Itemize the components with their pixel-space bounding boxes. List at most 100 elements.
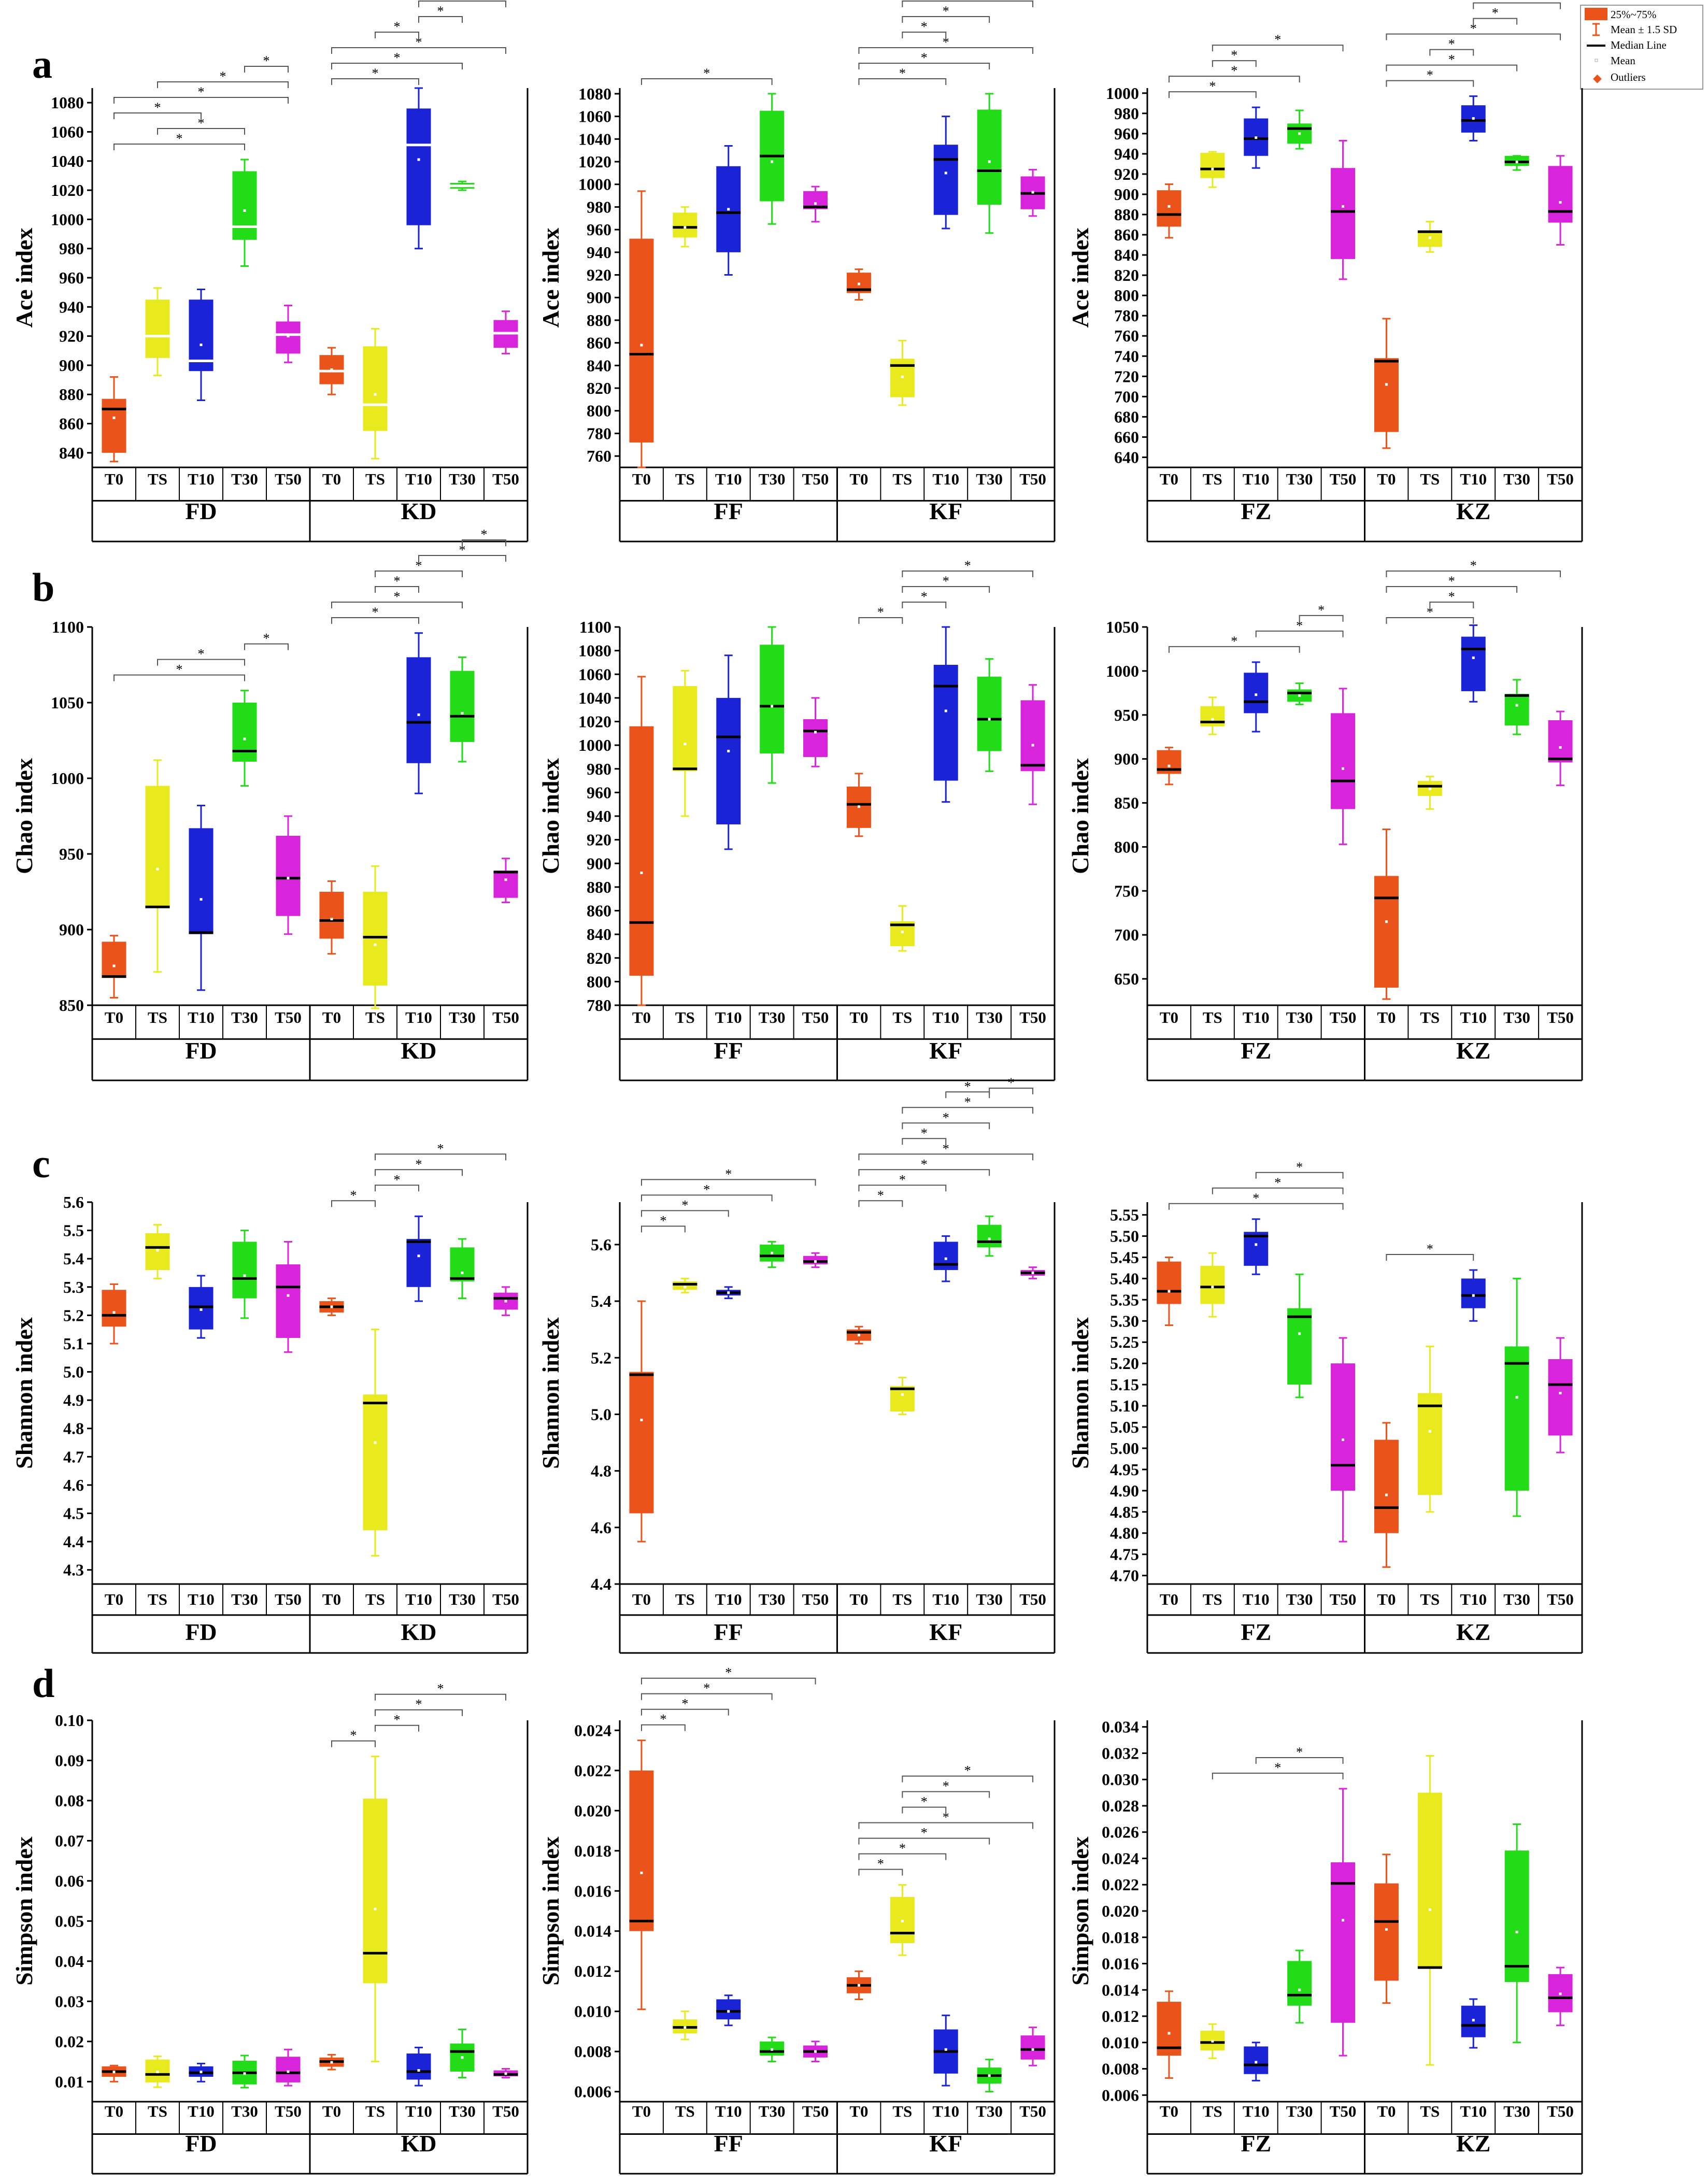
legend-box-label: 25%~75% (1611, 8, 1656, 21)
y-tick-label: 720 (1114, 367, 1139, 386)
box-FZ-T50 (1331, 140, 1356, 280)
significance-star: * (899, 1841, 906, 1856)
group-label: KD (401, 2130, 437, 2157)
box-FF-T30 (760, 2036, 785, 2063)
significance-star: * (416, 1157, 422, 1172)
significance-star: * (416, 558, 422, 573)
mean-marker (771, 2048, 774, 2051)
significance-star: * (1252, 1191, 1259, 1206)
y-tick-label: 5.05 (1110, 1418, 1139, 1436)
mean-marker (1211, 167, 1214, 170)
y-tick-label: 880 (587, 311, 611, 330)
box-KD-T30 (450, 656, 475, 763)
y-tick-label: 0.010 (574, 2002, 611, 2021)
box-iqr (1287, 1961, 1312, 2006)
significance-star: * (660, 1213, 666, 1228)
box-iqr (232, 171, 257, 240)
mean-marker (988, 160, 991, 163)
y-tick-label: 1020 (51, 181, 84, 199)
category-label: T30 (231, 2102, 258, 2120)
y-tick-label: 980 (1114, 104, 1139, 123)
category-label: TS (148, 1008, 167, 1026)
bracket-line (858, 1153, 1034, 1161)
box-iqr (1504, 1850, 1529, 1983)
significance-bracket: * (902, 1125, 947, 1145)
mean-marker (901, 1919, 904, 1922)
category-label: T0 (849, 2102, 868, 2120)
bracket-line (331, 47, 506, 54)
category-label: T0 (1160, 1590, 1178, 1608)
bracket-line (113, 96, 289, 104)
y-tick-label: 0.014 (574, 1922, 611, 1941)
bracket-line (1386, 586, 1518, 593)
chart-panel-b-1: 780 800 820 840 860 880 900 920 940 960 980 1000 102… (537, 558, 1056, 1081)
bracket-line (375, 1185, 419, 1192)
box-iqr (933, 665, 958, 781)
significance-star: * (1274, 1175, 1281, 1190)
significance-bracket: * (1168, 63, 1300, 83)
significance-star: * (350, 1728, 357, 1743)
y-tick-label: 5.50 (1110, 1227, 1139, 1246)
chart-panel-d-1: 0.006 0.008 0.010 0.012 0.014 0.016 0.018 0.020… (537, 1665, 1056, 2175)
box-KF-T0 (846, 1970, 871, 2000)
y-tick-label: 5.6 (591, 1235, 611, 1254)
significance-star: * (1209, 79, 1216, 94)
bracket-line (1168, 646, 1300, 653)
mean-marker (200, 2071, 203, 2074)
y-tick-label: 4.8 (63, 1419, 84, 1438)
box-FF-TS (673, 2010, 698, 2041)
mean-marker (1559, 746, 1562, 749)
y-tick-label: 4.85 (1110, 1503, 1139, 1521)
box-KZ-T0 (1374, 828, 1399, 1000)
mean-marker (1168, 2032, 1171, 2035)
bracket-line (157, 127, 245, 135)
box-iqr (716, 1999, 741, 2020)
y-tick-label: 780 (587, 424, 611, 443)
significance-star: * (921, 19, 928, 34)
box-FD-T10 (189, 805, 214, 991)
group-label: FD (185, 2130, 217, 2157)
category-label: T10 (715, 2102, 742, 2120)
box-FZ-T0 (1157, 1990, 1182, 2079)
box-FF-TS (673, 669, 698, 817)
significance-star: * (372, 605, 379, 620)
category-label: T0 (105, 1590, 123, 1608)
significance-bracket: * (331, 589, 463, 608)
bracket-line (858, 1169, 990, 1176)
mean-marker (684, 226, 687, 229)
category-label: TS (148, 1590, 167, 1608)
significance-star: * (725, 1665, 732, 1680)
mean-marker (1298, 1332, 1301, 1335)
y-tick-label: 920 (587, 831, 611, 849)
box-iqr (1504, 1346, 1529, 1491)
significance-bracket: * (1429, 37, 1474, 56)
significance-bracket: * (902, 19, 947, 38)
significance-bracket: * (157, 69, 289, 88)
significance-bracket: * (375, 1157, 463, 1176)
y-tick-label: 5.0 (63, 1363, 84, 1381)
significance-bracket: * (858, 1841, 947, 1860)
legend-median-label: Median Line (1611, 39, 1667, 51)
mean-marker (330, 368, 333, 371)
y-tick-label: 1080 (578, 84, 611, 103)
y-tick-label: 980 (587, 197, 611, 216)
bracket-line (641, 1210, 729, 1217)
mean-marker (330, 2061, 333, 2064)
mean-marker (988, 2074, 991, 2077)
mean-marker (287, 1294, 290, 1297)
category-label: T50 (1019, 1590, 1046, 1608)
box-iqr (1461, 2005, 1486, 2037)
significance-star: * (1492, 6, 1499, 21)
category-label: TS (892, 2102, 912, 2120)
y-tick-label: 5.1 (63, 1334, 84, 1353)
box-KD-T0 (319, 2053, 344, 2071)
significance-bracket: * (902, 4, 990, 23)
y-ticks: 0.006 0.008 0.010 0.012 0.014 0.016 0.018 0.020… (574, 1721, 620, 2101)
significance-bracket: * (1299, 603, 1344, 622)
significance-star: * (1231, 63, 1237, 78)
mean-marker (1472, 117, 1475, 120)
box-FF-T0 (629, 676, 654, 1006)
y-tick-label: 5.40 (1110, 1269, 1139, 1288)
category-label: T30 (231, 470, 258, 488)
category-label: T50 (802, 2102, 829, 2120)
